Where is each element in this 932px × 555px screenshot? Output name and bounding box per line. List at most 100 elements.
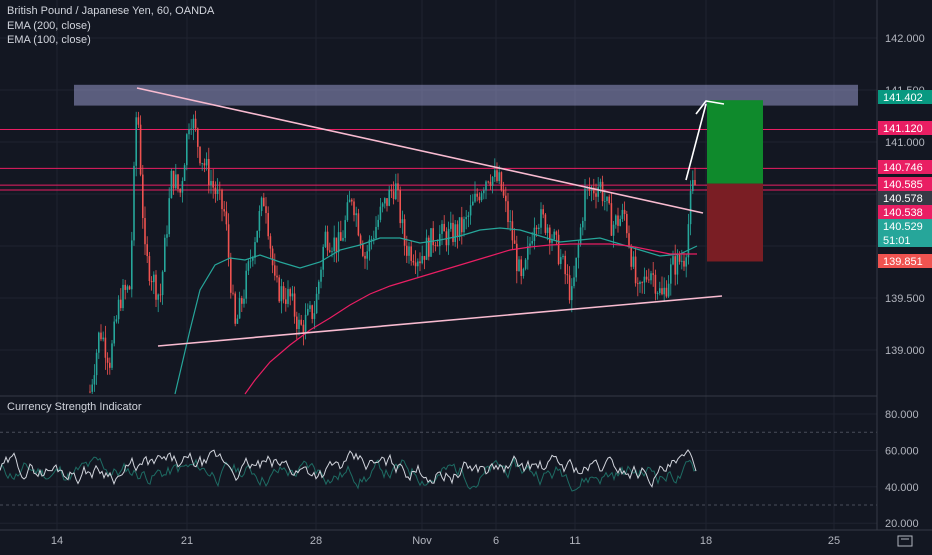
candle-body (109, 362, 111, 368)
candle-body (128, 286, 131, 290)
candle-body (632, 256, 635, 267)
candle-body (265, 206, 267, 214)
candle-body (412, 260, 415, 263)
candle-body (628, 233, 630, 247)
candle-body (348, 199, 351, 203)
osc-tick-label: 60.000 (885, 445, 919, 457)
candle-body (263, 197, 265, 207)
candle-body (155, 274, 157, 300)
candle-body (454, 224, 456, 242)
candle-body (560, 257, 562, 264)
candle-body (485, 181, 487, 191)
candle-body (164, 237, 166, 272)
candle-body (357, 213, 360, 236)
candle-body (403, 219, 406, 246)
candle-body (159, 294, 162, 296)
candle-body (293, 293, 296, 317)
candle-body (307, 308, 309, 315)
oscillator-title: Currency Strength Indicator (7, 401, 142, 413)
candle-body (153, 274, 155, 283)
candle-body (538, 227, 540, 230)
candle-body (557, 234, 560, 264)
candle-body (353, 201, 355, 216)
candle-body (120, 299, 122, 309)
candle-body (637, 283, 639, 285)
candle-body (95, 352, 98, 376)
osc-tick-label: 40.000 (885, 482, 919, 494)
candle-body (258, 211, 261, 231)
candle-body (232, 292, 234, 294)
candle-body (256, 230, 258, 243)
candle-body (181, 181, 184, 193)
candle-body (285, 299, 287, 304)
candle-body (269, 236, 272, 249)
candle-body (194, 118, 197, 129)
candle-body (366, 251, 368, 259)
candle-body (579, 227, 582, 245)
candle-body (399, 190, 401, 224)
price-tag (878, 121, 932, 135)
candle-body (241, 298, 243, 304)
candle-body (641, 281, 643, 283)
candle-body (315, 293, 318, 314)
candle-body (289, 289, 291, 297)
candle-body (452, 222, 454, 242)
candle-body (665, 287, 668, 297)
settings-icon (897, 535, 913, 547)
candle-body (335, 237, 338, 253)
candle-body (544, 214, 547, 233)
candle-body (456, 224, 459, 237)
candle-body (146, 244, 148, 257)
price-tag-label: 141.120 (883, 123, 923, 135)
candle-body (450, 222, 452, 229)
candle-body (296, 316, 298, 329)
candle-body (511, 221, 514, 241)
candle-body (190, 128, 192, 130)
price-tag-label: 140.585 (883, 179, 923, 191)
candle-body (142, 174, 144, 219)
candle-body (124, 284, 126, 290)
price-tag (878, 233, 932, 247)
ema100-legend: EMA (100, close) (7, 34, 91, 46)
time-tick-label: 21 (181, 535, 193, 547)
candle-body (342, 237, 344, 241)
candle-body (505, 195, 507, 202)
candle-body (474, 193, 476, 202)
candle-body (351, 199, 353, 202)
candle-body (384, 198, 386, 204)
candle-body (300, 319, 302, 325)
candle-body (458, 217, 461, 237)
price-tick-label: 142.000 (885, 33, 925, 45)
candle-body (513, 240, 516, 244)
candle-body (516, 243, 518, 272)
candle-body (93, 375, 96, 385)
candle-body (386, 198, 388, 206)
candle-body (324, 231, 327, 247)
candle-body (522, 268, 525, 277)
candle-body (304, 314, 307, 334)
candles (89, 110, 696, 394)
candle-body (370, 239, 373, 240)
candle-body (320, 269, 322, 282)
candle-body (346, 202, 349, 221)
candle-body (172, 170, 175, 189)
candle-body (476, 193, 478, 197)
candle-body (368, 239, 371, 252)
candle-body (392, 191, 395, 200)
candle-body (333, 237, 335, 252)
candle-body (463, 219, 465, 233)
candle-body (419, 261, 421, 264)
osc-line-b (0, 456, 697, 492)
candle-body (137, 117, 140, 125)
candle-body (377, 219, 379, 227)
candle-body (287, 289, 289, 304)
candle-body (480, 193, 483, 201)
candle-body (434, 245, 437, 247)
projection-arrow (685, 103, 707, 181)
candle-body (652, 273, 654, 275)
candle-body (223, 209, 225, 212)
candle-body (192, 118, 195, 129)
candle-body (494, 170, 496, 177)
